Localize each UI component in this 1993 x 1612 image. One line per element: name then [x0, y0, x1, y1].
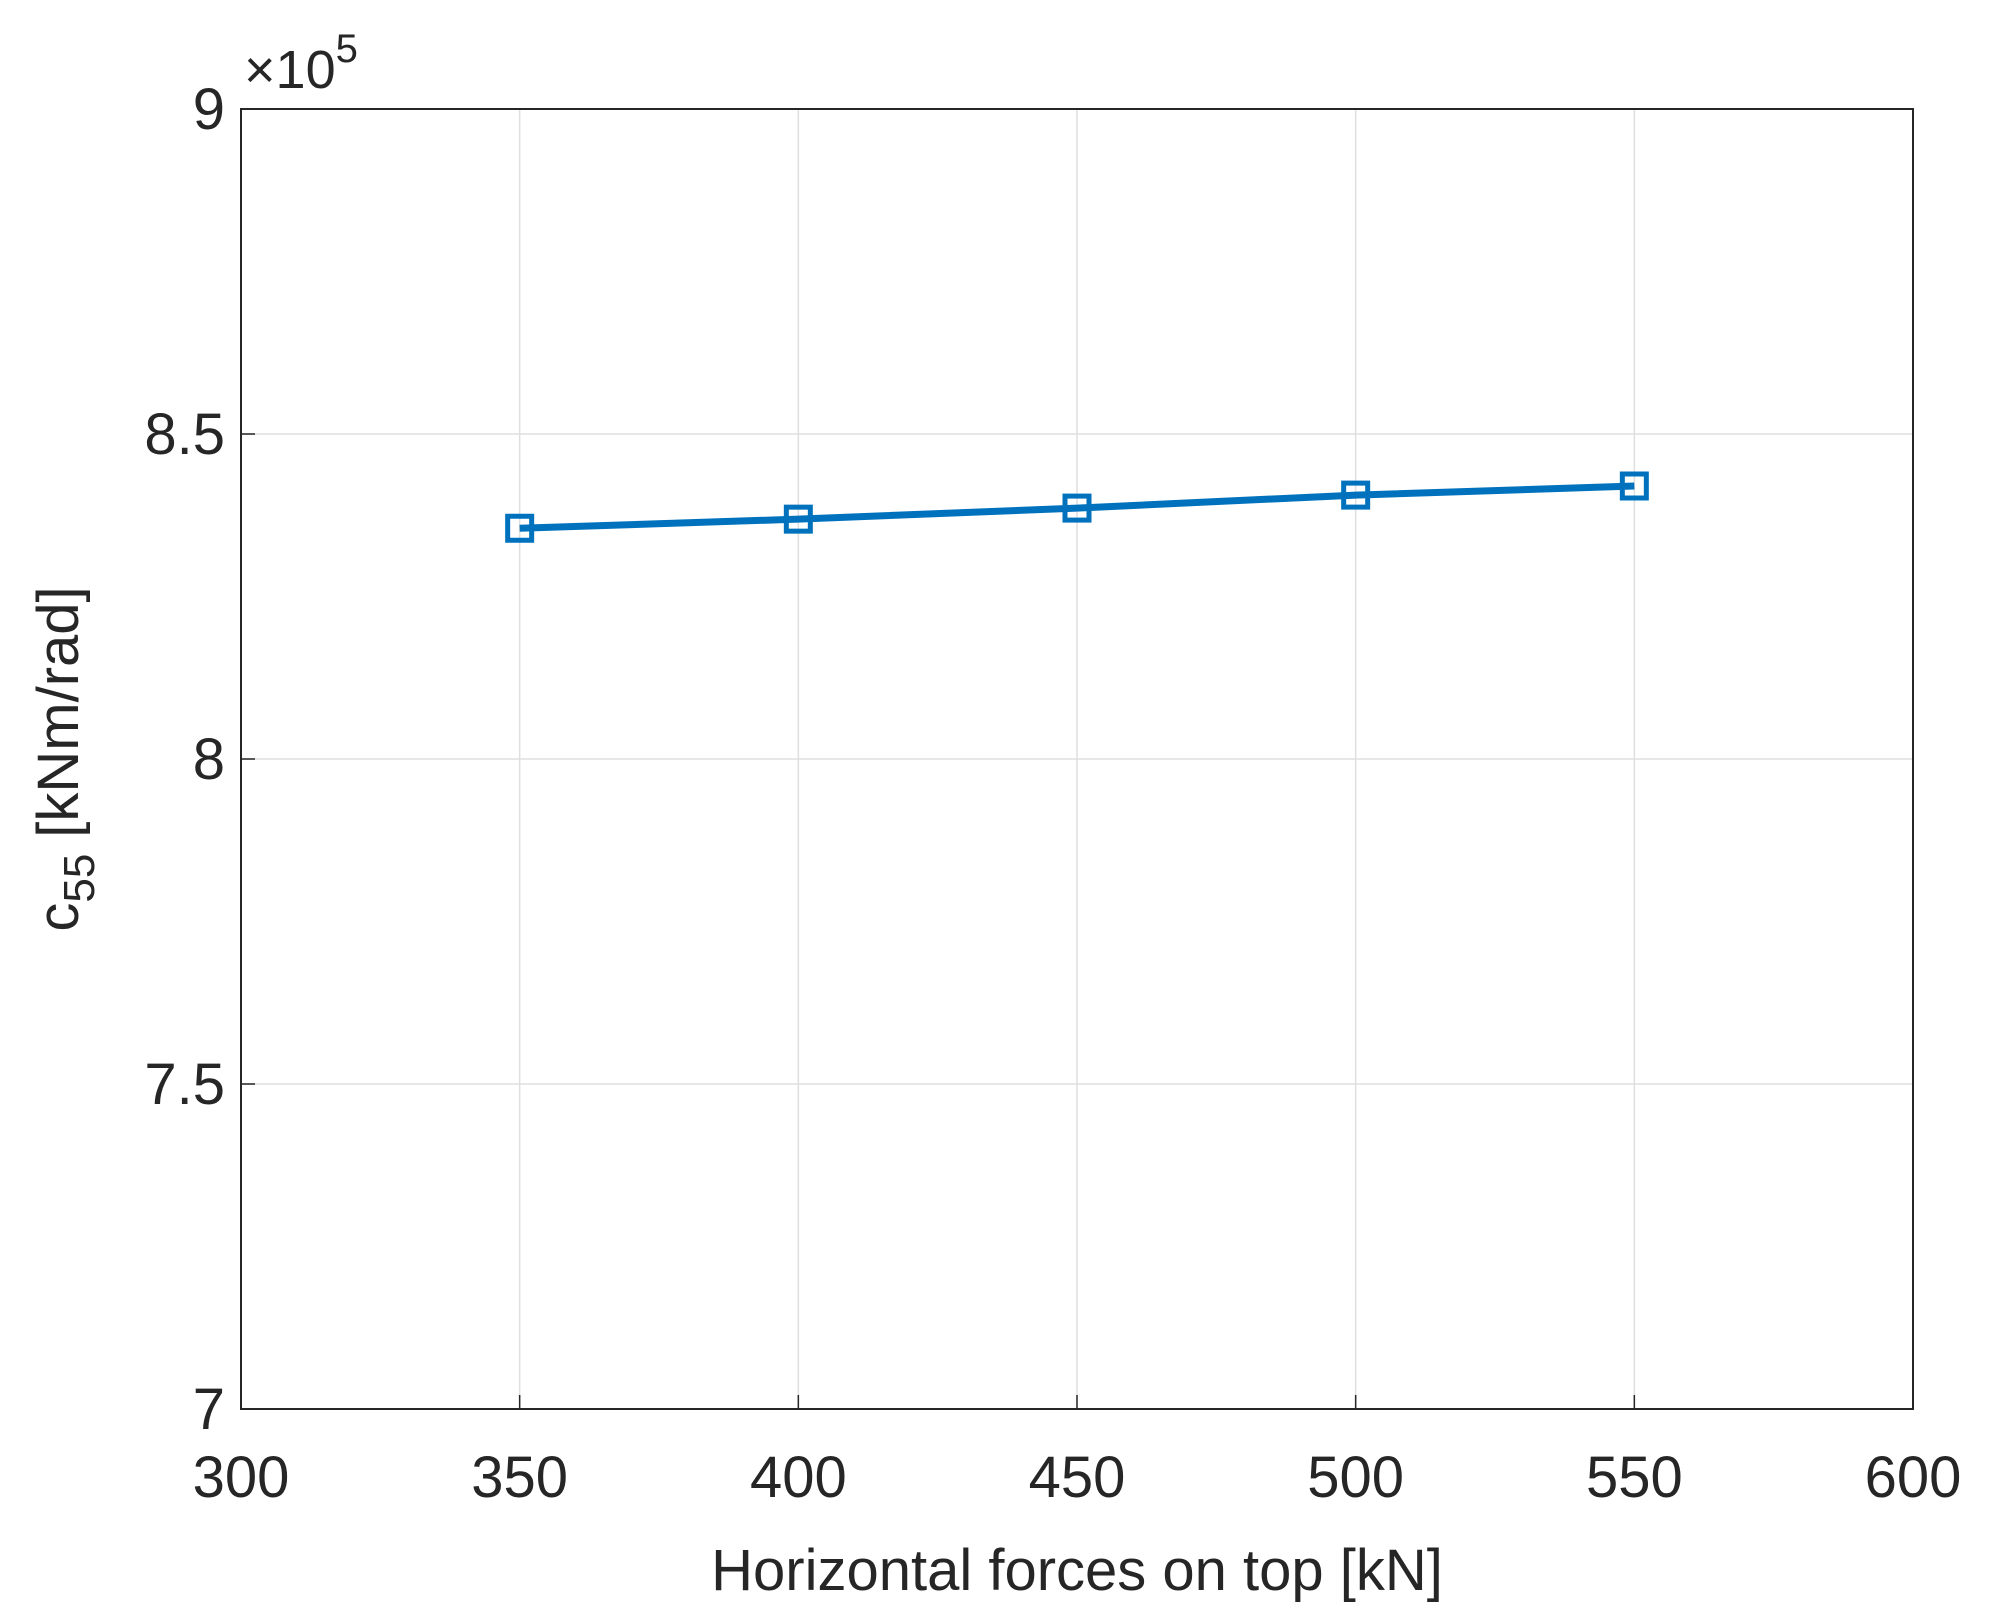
data-line — [519, 482, 1635, 532]
y-multiplier: ×105 — [244, 27, 358, 100]
x-tick-label: 300 — [193, 1445, 290, 1510]
multiplier-base: ×10 — [244, 40, 336, 100]
x-tick-label: 400 — [750, 1445, 847, 1510]
x-tick-label: 600 — [1865, 1445, 1962, 1510]
x-axis-label: Horizontal forces on top [kN] — [711, 1538, 1443, 1603]
data-marker — [1341, 480, 1371, 510]
y-axis-label: c55 [kNm/rad] — [26, 586, 104, 931]
axes-box — [240, 108, 1914, 1410]
x-tick-label: 550 — [1586, 1445, 1683, 1510]
x-tick-label: 350 — [471, 1445, 568, 1510]
x-tick-label: 450 — [1029, 1445, 1126, 1510]
y-tick-label: 8.5 — [144, 402, 225, 467]
y-label-suffix: [kNm/rad] — [26, 586, 91, 837]
data-marker — [1062, 493, 1092, 523]
data-marker — [505, 513, 535, 543]
y-tick-label: 8 — [193, 727, 225, 792]
data-marker — [1619, 471, 1649, 501]
y-label-subscript: 55 — [55, 854, 104, 903]
y-label-main: c — [26, 903, 91, 932]
y-tick-label: 9 — [193, 77, 225, 142]
x-tick-label: 500 — [1307, 1445, 1404, 1510]
y-tick-label: 7.5 — [144, 1052, 225, 1117]
multiplier-exponent: 5 — [336, 27, 358, 71]
y-tick-label: 7 — [193, 1377, 225, 1442]
data-marker — [783, 504, 813, 534]
